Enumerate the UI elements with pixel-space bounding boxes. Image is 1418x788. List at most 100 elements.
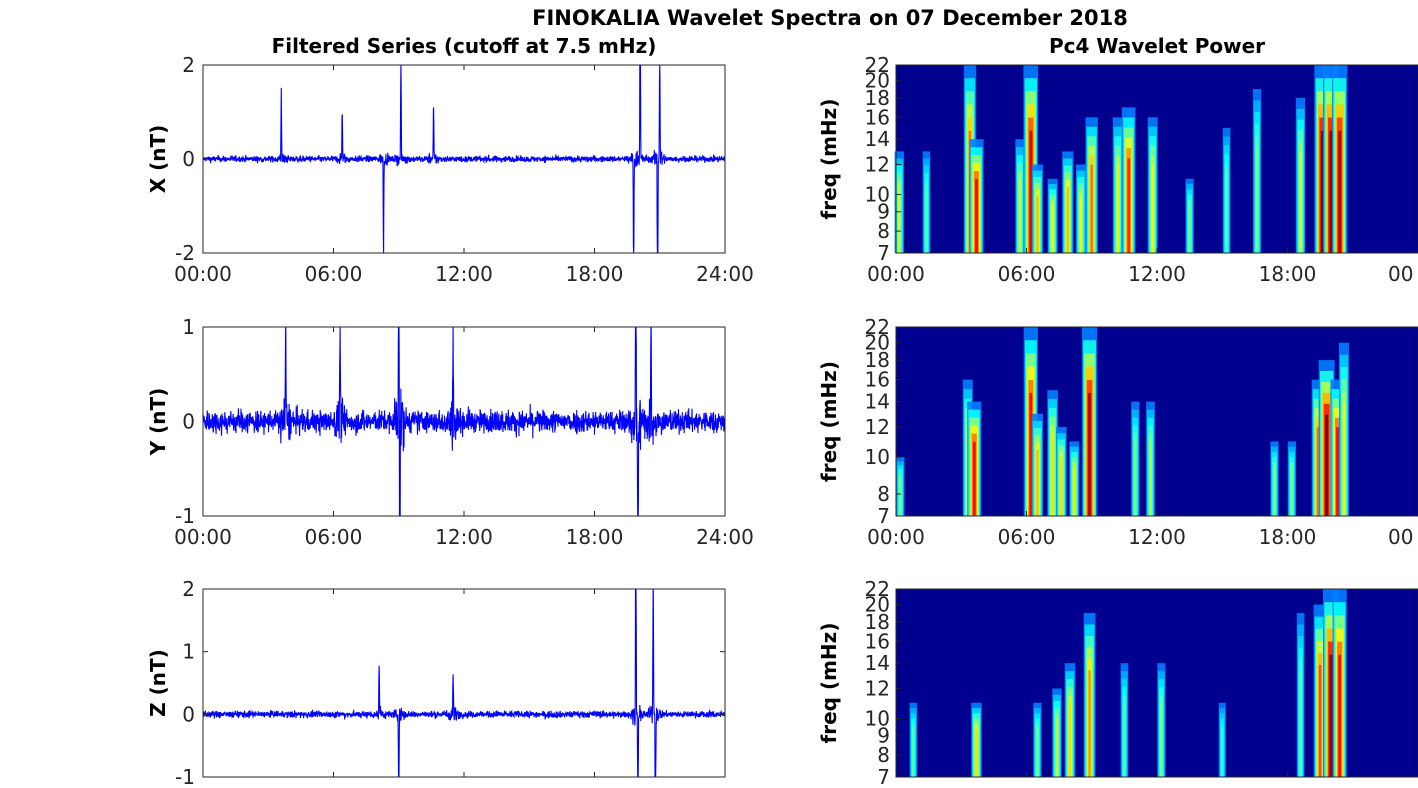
y-spectrum-xtick-label: 12:00: [1128, 525, 1186, 549]
y-series-xtick-label: 06:00: [305, 525, 363, 549]
z-spectrum-burst: [1088, 670, 1091, 777]
z-spectrum-burst: [1338, 654, 1342, 777]
z-spectrum-ytick-label: 9: [877, 724, 890, 748]
x-spectrum-ytick-label: 7: [877, 241, 890, 265]
z-spectrum-burst: [912, 728, 915, 777]
x-spectrum-xtick-label: 18:00: [1259, 262, 1317, 286]
right-column-title: Pc4 Wavelet Power: [1048, 34, 1266, 58]
z-series-plot-area: [203, 589, 725, 777]
x-spectrum-burst: [1127, 158, 1131, 253]
y-series-ytick-label: 1: [182, 315, 195, 339]
y-spectrum-ytick-label: 7: [877, 504, 890, 528]
z-spectrum-burst: [1160, 703, 1163, 777]
x-series-ytick-label: 0: [182, 147, 195, 171]
x-spectrum-burst: [925, 186, 928, 253]
x-series-axes: 2 0 -200:00 06:00 12:00 18:00 24:00 X (nT): [146, 53, 754, 286]
z-spectrum-burst: [975, 728, 978, 777]
z-spectrum-burst: [1036, 728, 1039, 777]
x-spectrum-burst: [1019, 179, 1021, 253]
y-series-axes: 1 0 -100:00 06:00 12:00 18:00 24:00 Y (nT): [146, 315, 754, 549]
z-series-ylabel: Z (nT): [146, 649, 170, 717]
left-column-title: Filtered Series (cutoff at 7.5 mHz): [271, 34, 657, 58]
x-spectrum-ytick-label: 9: [877, 200, 890, 224]
x-series-trace: [202, 64, 726, 254]
x-spectrum-ytick-label: 10: [865, 182, 890, 206]
z-spectrum-ytick-label: 12: [865, 677, 890, 701]
z-spectrum-ytick-label: 14: [865, 651, 890, 675]
y-spectrum-burst: [1036, 449, 1039, 516]
y-series-ytick-label: -1: [175, 504, 195, 528]
x-spectrum-xtick-label: 12:00: [1128, 262, 1186, 286]
y-spectrum-burst: [899, 477, 902, 516]
y-spectrum-burst: [1343, 403, 1345, 516]
y-spectrum-ytick-label: 16: [865, 368, 890, 392]
z-series-ytick-label: 1: [182, 640, 195, 664]
y-spectrum-ytick-label: 20: [865, 331, 890, 355]
x-spectrum-ytick-label: 20: [865, 69, 890, 93]
x-spectrum-ytick-label: 16: [865, 105, 890, 129]
z-spectrum-burst: [1318, 665, 1322, 777]
z-spectrum-burst: [1056, 719, 1058, 777]
x-spectrum-burst: [1299, 152, 1302, 253]
x-spectrum-ytick-label: 18: [865, 86, 890, 110]
z-spectrum-burst: [1068, 703, 1071, 777]
x-spectrum-ytick-label: 22: [865, 53, 890, 77]
y-spectrum-burst: [972, 441, 976, 516]
x-series-ylabel: X (nT): [146, 125, 170, 194]
z-series-ytick-label: -1: [175, 765, 195, 788]
x-series-xtick-label: 06:00: [305, 262, 363, 286]
x-spectrum-burst: [1036, 195, 1039, 253]
y-spectrum-burst: [1134, 441, 1136, 516]
z-spectrum-ytick-label: 7: [877, 765, 890, 788]
y-spectrum-burst: [1051, 434, 1054, 516]
z-spectrum-ytick-label: 20: [865, 593, 890, 617]
x-spectrum-burst: [1329, 130, 1333, 253]
x-spectrum-burst: [1225, 171, 1228, 253]
y-spectrum-ytick-label: 22: [865, 315, 890, 339]
y-spectrum-burst: [1273, 467, 1276, 516]
z-series-ytick-label: 2: [182, 577, 195, 601]
x-spectrum-burst: [1066, 186, 1069, 253]
y-spectrum-burst: [1149, 441, 1152, 516]
y-series-xtick-label: 12:00: [435, 525, 493, 549]
y-spectrum-ytick-label: 14: [865, 390, 890, 414]
x-spectrum-ylabel: freq (mHz): [817, 99, 841, 220]
x-spectrum-burst: [1116, 164, 1119, 253]
x-spectrum-ytick-label: 12: [865, 153, 890, 177]
y-spectrum-burst: [1060, 458, 1063, 516]
z-spectrum-ytick-label: 22: [865, 577, 890, 601]
y-series-xtick-label: 18:00: [566, 525, 624, 549]
y-spectrum-ytick-label: 10: [865, 445, 890, 469]
z-spectrum-ytick-label: 8: [877, 743, 890, 767]
x-spectrum-burst: [1188, 204, 1191, 253]
x-spectrum-burst: [1338, 130, 1342, 253]
y-series-xtick-label: 00:00: [174, 525, 232, 549]
x-series-xtick-label: 12:00: [435, 262, 493, 286]
z-spectrum-ytick-label: 10: [865, 706, 890, 730]
y-spectrum-burst: [1316, 427, 1320, 516]
x-spectrum-ytick-label: 8: [877, 219, 890, 243]
x-series-xtick-label: 00:00: [174, 262, 232, 286]
z-spectrum-ylabel: freq (mHz): [817, 623, 841, 744]
y-spectrum-ytick-label: 12: [865, 415, 890, 439]
y-series-ytick-label: 0: [182, 410, 195, 434]
y-spectrum-burst: [1336, 427, 1339, 516]
x-spectrum-xtick-label: 06:00: [998, 262, 1056, 286]
y-spectrum-ytick-label: 8: [877, 482, 890, 506]
x-series-xtick-label: 24:00: [696, 262, 754, 286]
y-spectrum-xtick-label: 00:00: [867, 525, 925, 549]
y-spectrum-ylabel: freq (mHz): [817, 361, 841, 482]
z-spectrum-burst: [1123, 703, 1126, 777]
z-spectrum-burst: [1221, 728, 1223, 777]
y-series-xtick-label: 24:00: [696, 525, 754, 549]
x-spectrum-xtick-label: 00: [1388, 262, 1413, 286]
x-spectrum-burst: [1029, 130, 1033, 253]
x-series-xtick-label: 18:00: [566, 262, 624, 286]
y-spectrum-burst: [1029, 393, 1033, 516]
y-spectrum-xtick-label: 00: [1388, 525, 1413, 549]
z-spectrum-ytick-label: 16: [865, 629, 890, 653]
x-spectrum-burst: [975, 179, 978, 253]
x-series-ytick-label: 2: [182, 53, 195, 77]
